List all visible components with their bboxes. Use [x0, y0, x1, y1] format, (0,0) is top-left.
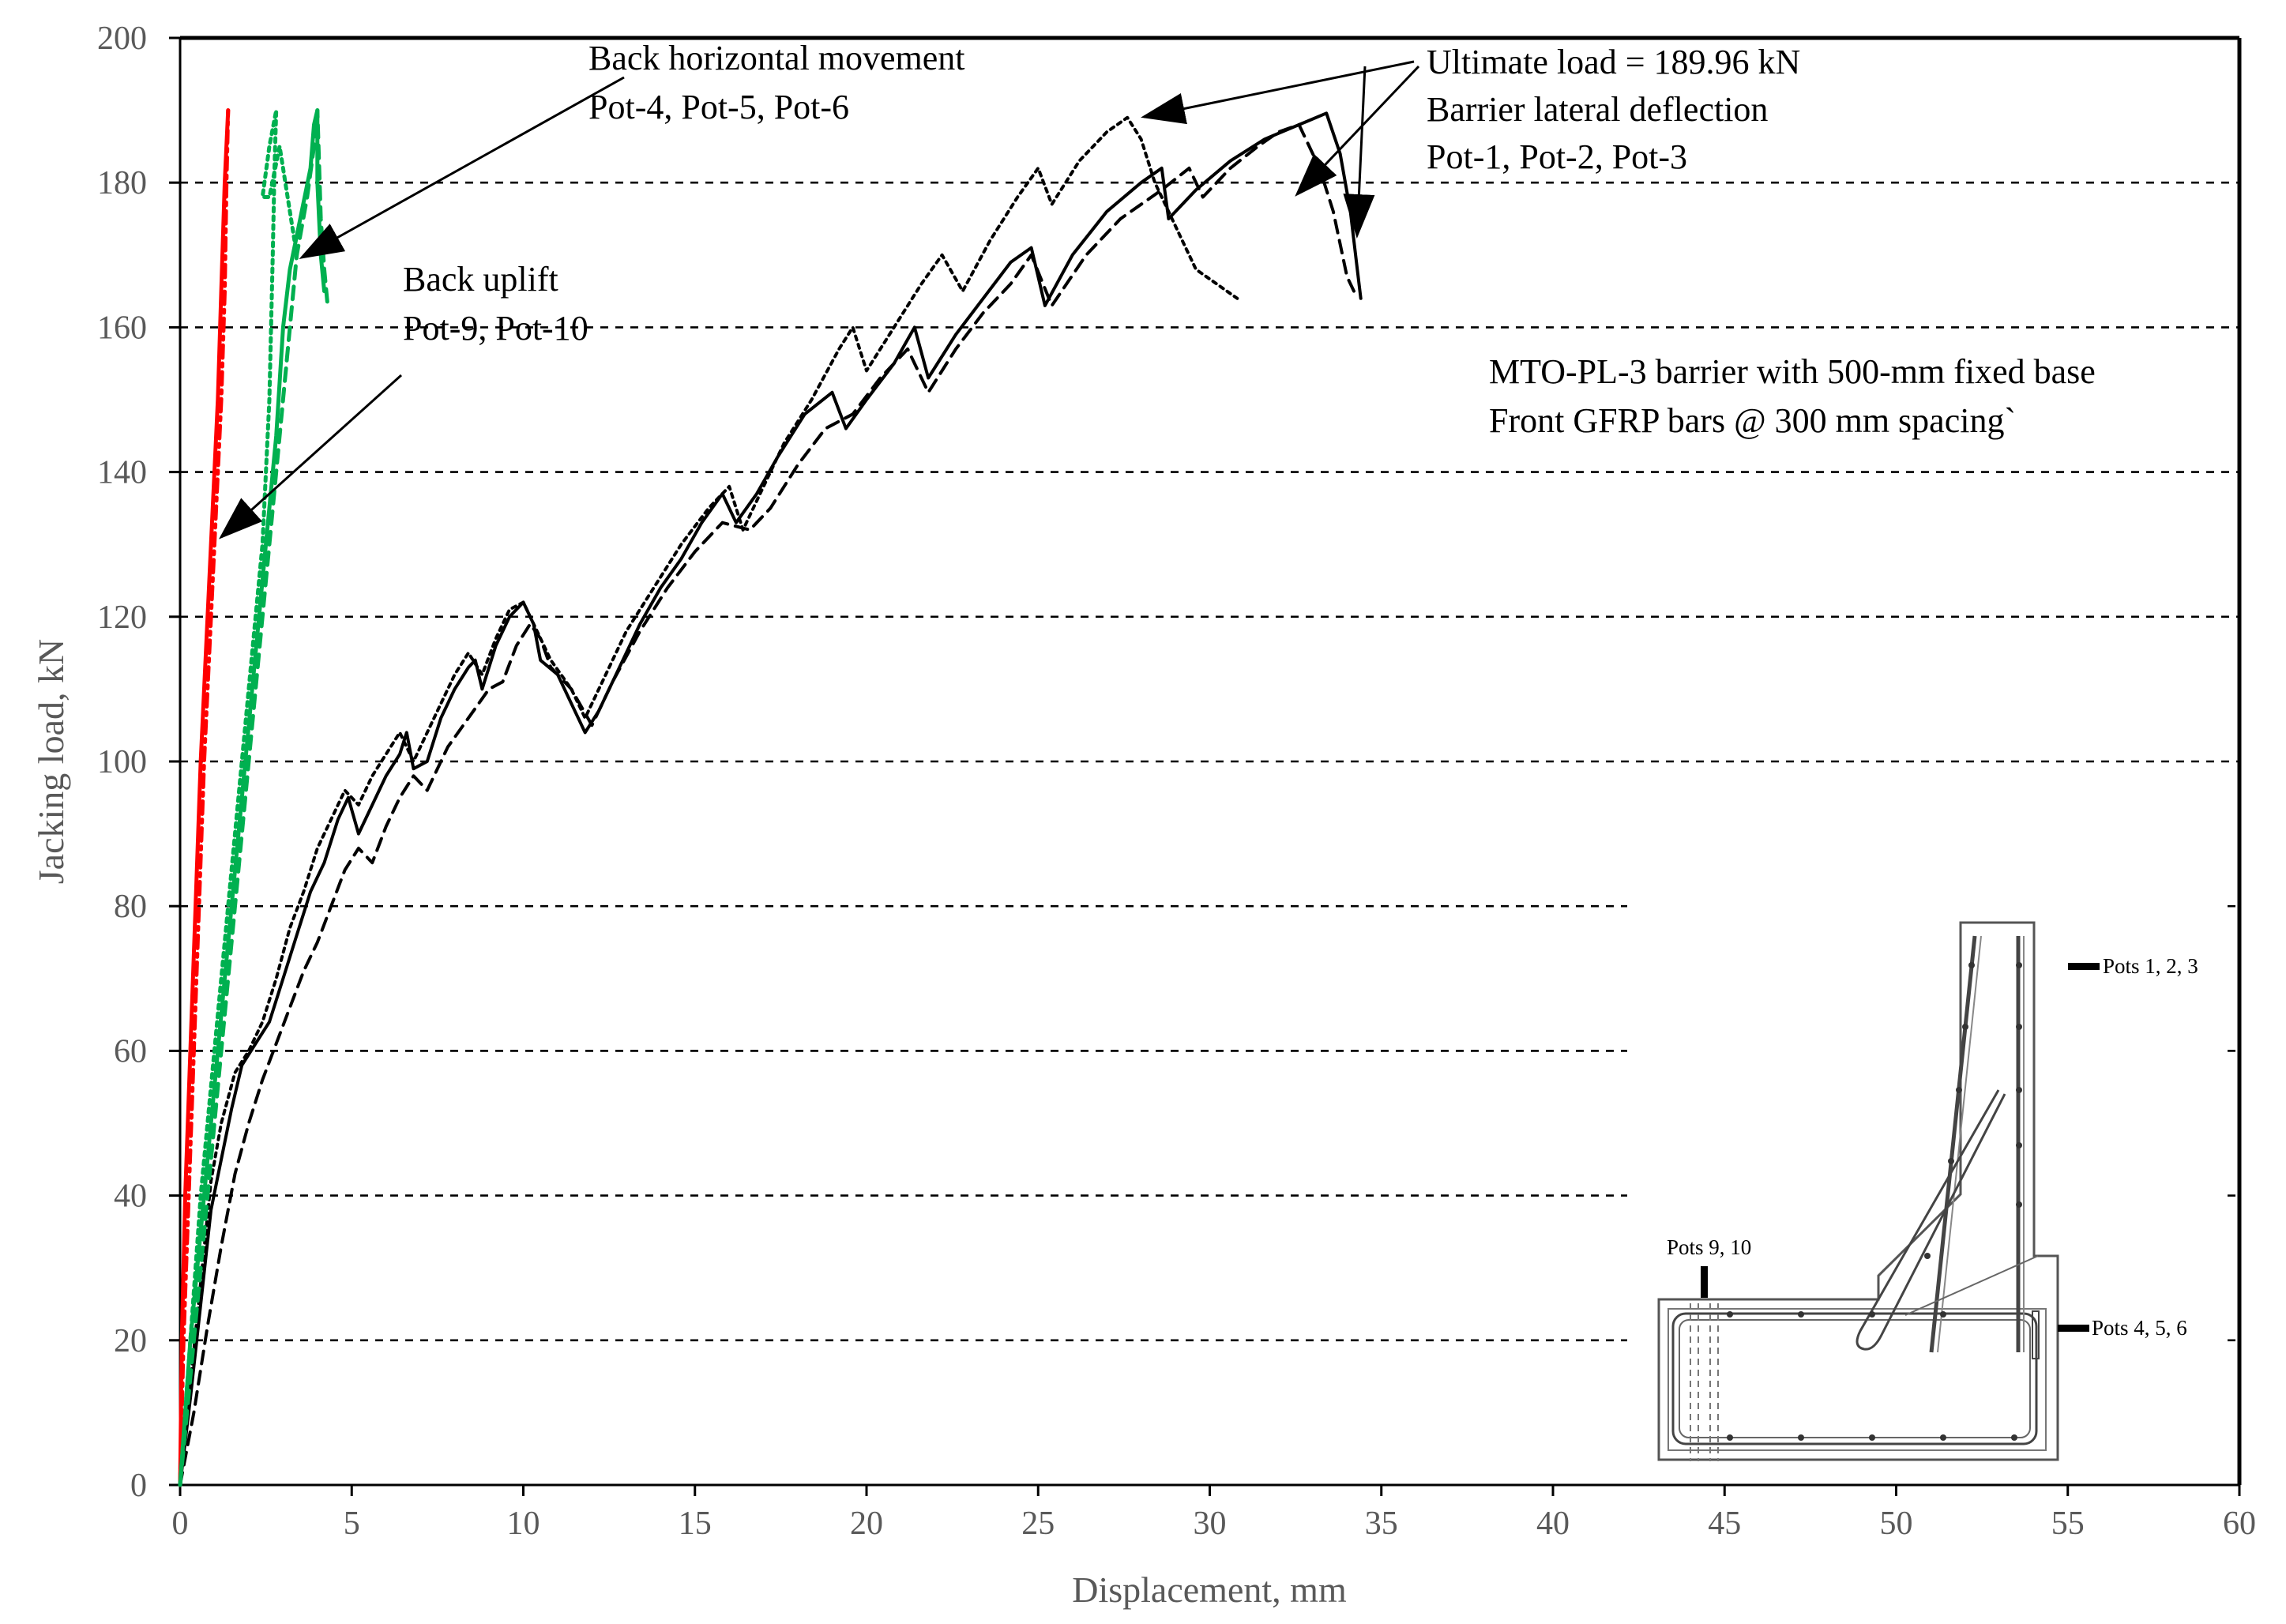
- diagonal-hook-bar: [1855, 1089, 2006, 1351]
- x-axis-title: Displacement, mm: [1072, 1569, 1347, 1610]
- rebar-dot: [1940, 1311, 1946, 1318]
- annotation-ultimate-arrow-3: [1343, 66, 1375, 239]
- base-reinforcement-loop-inner: [1679, 1319, 2031, 1438]
- series-line-7: [178, 108, 330, 1487]
- x-tick-label: 5: [344, 1506, 360, 1542]
- annotation-back-horizontal-arrow: [299, 76, 625, 259]
- x-axis-ticks: 0 5 10 15 20 25 30 35 40 45 50 55 60: [172, 1485, 2256, 1542]
- barrier-outline: [1657, 921, 2059, 1461]
- rebar-dot: [2016, 962, 2022, 968]
- annotation-specimen: MTO-PL-3 barrier with 500-mm fixed base …: [1489, 352, 2096, 440]
- y-tick-label: 160: [97, 310, 147, 346]
- annotation-back-uplift-arrow: [219, 374, 403, 539]
- side-plate: [2032, 1310, 2040, 1359]
- rebar-dot: [1968, 962, 1975, 968]
- series-line-3: [179, 115, 1239, 1487]
- x-tick-label: 10: [507, 1506, 540, 1542]
- series-line-1: [179, 111, 1363, 1487]
- x-tick-label: 45: [1708, 1506, 1741, 1542]
- rebar-dot: [1869, 1434, 1875, 1441]
- series-line-2: [179, 122, 1355, 1487]
- rebar-dot: [2011, 1434, 2017, 1441]
- annotation-back-uplift-line-2: Pot-9, Pot-10: [403, 309, 588, 348]
- y-tick-label: 20: [114, 1323, 147, 1359]
- annotation-back-uplift: Back uplift Pot-9, Pot-10: [219, 260, 588, 539]
- gridlines: [180, 181, 2239, 1342]
- base-reinforcement-loop-outer: [1671, 1312, 2038, 1445]
- rebar-dot: [1869, 1311, 1875, 1318]
- x-tick-label: 15: [679, 1506, 712, 1542]
- annotation-ultimate-load: Ultimate load = 189.96 kN Barrier latera…: [1141, 43, 1800, 239]
- series-line-6: [178, 108, 326, 1487]
- annotation-specimen-line-2: Front GFRP bars @ 300 mm spacing`: [1489, 401, 2016, 440]
- rebar-dot: [1727, 1434, 1733, 1441]
- y-tick-label: 140: [97, 455, 147, 491]
- pot-marker-4-5-6: [2058, 1325, 2089, 1332]
- x-tick-label: 40: [1536, 1506, 1570, 1542]
- series-group: [178, 108, 1363, 1487]
- x-tick-label: 20: [850, 1506, 883, 1542]
- y-tick-label: 60: [114, 1033, 147, 1070]
- rebar-dot: [1948, 1158, 1954, 1164]
- x-tick-label: 35: [1365, 1506, 1398, 1542]
- rebar-dot: [2016, 1142, 2022, 1148]
- rebar-dot: [1940, 1434, 1946, 1441]
- front-wall-bar-inner: [1929, 935, 1977, 1353]
- rebar-dot: [1924, 1253, 1931, 1259]
- annotation-back-horizontal-line-1: Back horizontal movement: [588, 39, 965, 77]
- reinforcement-dots: [1727, 962, 2022, 1441]
- y-tick-label: 0: [130, 1468, 147, 1504]
- front-wall-bar-outer: [1937, 935, 1982, 1353]
- rebar-dot: [1798, 1311, 1804, 1318]
- annotation-specimen-line-1: MTO-PL-3 barrier with 500-mm fixed base: [1489, 352, 2096, 391]
- y-tick-label: 80: [114, 889, 147, 925]
- x-tick-label: 30: [1194, 1506, 1227, 1542]
- inset-label-pots-9-10: Pots 9, 10: [1667, 1235, 1751, 1259]
- rebar-dot: [1956, 1087, 1962, 1093]
- rebar-dot: [1798, 1434, 1804, 1441]
- series-line-8: [178, 108, 299, 1487]
- inset-label-pots-4-5-6: Pots 4, 5, 6: [2092, 1316, 2187, 1340]
- y-tick-label: 100: [97, 744, 147, 780]
- annotation-ultimate-line-2: Barrier lateral deflection: [1427, 90, 1768, 129]
- series-line-4: [178, 108, 231, 1487]
- pot-marker-1-2-3: [2068, 963, 2100, 970]
- rebar-dot: [2016, 1201, 2022, 1208]
- annotation-back-horizontal-line-2: Pot-4, Pot-5, Pot-6: [588, 88, 849, 126]
- rebar-dot: [1727, 1311, 1733, 1318]
- inset-label-pots-1-2-3: Pots 1, 2, 3: [2103, 954, 2198, 978]
- x-tick-label: 50: [1880, 1506, 1913, 1542]
- y-tick-label: 200: [97, 21, 147, 57]
- annotation-back-horizontal: Back horizontal movement Pot-4, Pot-5, P…: [299, 39, 965, 259]
- annotation-ultimate-line-1: Ultimate load = 189.96 kN: [1427, 43, 1800, 81]
- y-tick-label: 180: [97, 165, 147, 201]
- y-axis-title: Jacking load, kN: [31, 639, 71, 884]
- toe-reinforcement-line: [1904, 1255, 2039, 1316]
- y-tick-label: 40: [114, 1179, 147, 1215]
- x-tick-label: 60: [2223, 1506, 2256, 1542]
- rebar-dot: [2016, 1024, 2022, 1030]
- annotation-ultimate-arrow-1: [1141, 60, 1415, 125]
- x-tick-label: 25: [1021, 1506, 1055, 1542]
- annotation-ultimate-line-3: Pot-1, Pot-2, Pot-3: [1427, 137, 1687, 176]
- pot-marker-9-10: [1701, 1266, 1708, 1298]
- y-tick-label: 120: [97, 600, 147, 636]
- x-tick-label: 55: [2051, 1506, 2085, 1542]
- x-tick-label: 0: [172, 1506, 189, 1542]
- rebar-dot: [2016, 1087, 2022, 1093]
- annotation-back-uplift-line-1: Back uplift: [403, 260, 558, 299]
- barrier-section-inset: Pots 1, 2, 3 Pots 9, 10 Pots 4, 5, 6: [1627, 891, 2198, 1483]
- series-line-5: [178, 108, 231, 1487]
- y-axis-ticks: 0 20 40 60 80 100 120 140 160 180 200: [97, 21, 180, 1504]
- annotation-ultimate-arrow-2: [1295, 65, 1420, 197]
- rebar-dot: [1962, 1024, 1968, 1030]
